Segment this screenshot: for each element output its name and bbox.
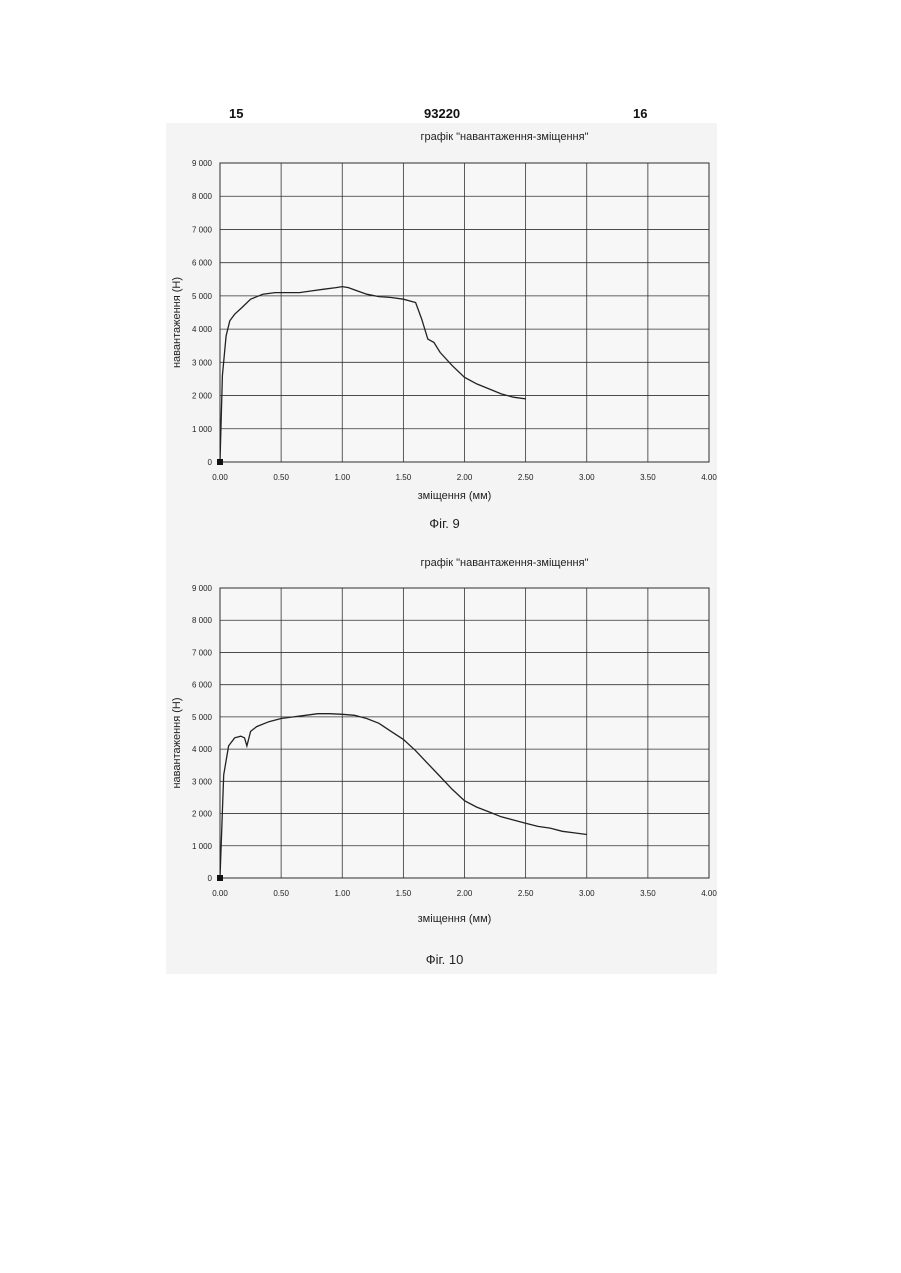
y-tick-label: 6 000	[192, 259, 213, 268]
x-tick-label: 3.50	[640, 473, 656, 482]
x-axis-label: зміщення (мм)	[418, 490, 492, 502]
y-tick-label: 0	[208, 458, 213, 467]
y-tick-label: 2 000	[192, 810, 213, 819]
page-number-right: 16	[633, 106, 647, 121]
y-tick-label: 7 000	[192, 225, 213, 234]
y-tick-label: 2 000	[192, 392, 213, 401]
load-displacement-chart-fig10: 0.00 0.50 1.00 1.50 2.00 2.50 3.00 3.50 4.00 0 1 0…	[166, 547, 717, 972]
x-tick-label: 2.00	[457, 473, 473, 482]
origin-marker	[217, 459, 223, 465]
y-tick-label: 8 000	[192, 192, 213, 201]
x-tick-label: 1.00	[334, 889, 350, 898]
figure-caption: Фіг. 9	[429, 516, 459, 531]
y-tick-label: 3 000	[192, 777, 213, 786]
y-tick-label: 9 000	[192, 159, 213, 168]
x-tick-label: 2.50	[518, 473, 534, 482]
y-tick-label: 4 000	[192, 745, 213, 754]
y-tick-label: 8 000	[192, 616, 213, 625]
x-tick-label: 2.50	[518, 889, 534, 898]
y-tick-label: 0	[208, 874, 213, 883]
y-tick-label: 5 000	[192, 713, 213, 722]
y-tick-label: 7 000	[192, 648, 213, 657]
x-tick-label: 4.00	[701, 473, 717, 482]
y-tick-label: 5 000	[192, 292, 213, 301]
figure-9: 0.00 0.50 1.00 1.50 2.00 2.50 3.00 3.50 4.00 0 1 0…	[166, 123, 717, 548]
x-tick-label: 3.50	[640, 889, 656, 898]
origin-marker	[217, 875, 223, 881]
x-tick-label: 3.00	[579, 889, 595, 898]
x-tick-label: 3.00	[579, 473, 595, 482]
scanned-figure-sheet: 0.00 0.50 1.00 1.50 2.00 2.50 3.00 3.50 4.00 0 1 0…	[166, 123, 717, 974]
x-tick-label: 0.50	[273, 473, 289, 482]
figure-10: 0.00 0.50 1.00 1.50 2.00 2.50 3.00 3.50 4.00 0 1 0…	[166, 547, 717, 972]
patent-number: 93220	[424, 106, 460, 121]
chart-title: графік "навантаження-зміщення"	[420, 557, 588, 569]
chart-title: графік "навантаження-зміщення"	[420, 131, 588, 143]
y-tick-label: 4 000	[192, 325, 213, 334]
x-axis-label: зміщення (мм)	[418, 913, 492, 925]
y-tick-label: 6 000	[192, 681, 213, 690]
x-tick-label: 0.00	[212, 473, 228, 482]
x-tick-label: 0.50	[273, 889, 289, 898]
y-tick-label: 1 000	[192, 842, 213, 851]
x-tick-label: 2.00	[457, 889, 473, 898]
page-number-left: 15	[229, 106, 243, 121]
load-displacement-chart-fig9: 0.00 0.50 1.00 1.50 2.00 2.50 3.00 3.50 4.00 0 1 0…	[166, 123, 717, 548]
y-tick-label: 1 000	[192, 425, 213, 434]
figure-caption: Фіг. 10	[426, 952, 464, 967]
x-tick-label: 0.00	[212, 889, 228, 898]
x-tick-label: 1.50	[396, 889, 412, 898]
x-tick-label: 1.00	[334, 473, 350, 482]
y-tick-label: 9 000	[192, 584, 213, 593]
y-axis-label: навантаження (Н)	[171, 277, 183, 368]
x-tick-label: 1.50	[396, 473, 412, 482]
y-axis-label: навантаження (Н)	[171, 697, 183, 788]
y-tick-label: 3 000	[192, 358, 213, 367]
x-tick-label: 4.00	[701, 889, 717, 898]
